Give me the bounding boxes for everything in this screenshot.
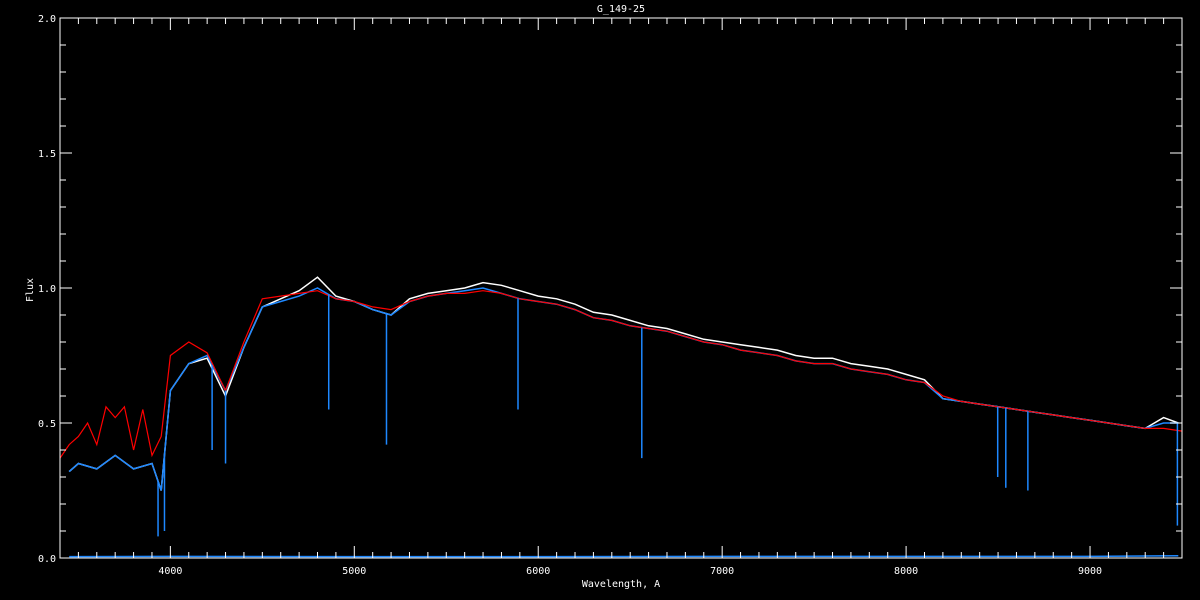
x-tick-label: 5000 [342,566,366,577]
x-axis-label: Wavelength, A [582,579,660,590]
y-tick-label: 0.0 [38,554,56,565]
x-tick-label: 7000 [710,566,734,577]
y-axis-label: Flux [25,278,36,302]
x-tick-label: 9000 [1078,566,1102,577]
y-tick-label: 0.5 [38,419,56,430]
series-error [69,555,1179,558]
x-tick-label: 4000 [158,566,182,577]
x-tick-label: 8000 [894,566,918,577]
series-white [68,276,1179,491]
y-tick-label: 1.0 [38,284,56,295]
series-model [59,290,1183,459]
axes-layer: 4000 5000 6000 7000 8000 9000 0.0 0.5 1.0 1.5 2.0 [38,14,1183,577]
y-tick-label: 2.0 [38,14,56,25]
y-tick-label: 1.5 [38,149,56,160]
series-layer [59,276,1183,558]
x-tick-label: 6000 [526,566,550,577]
plot-frame [59,17,1183,559]
chart-title: G_149-25 [597,4,645,15]
